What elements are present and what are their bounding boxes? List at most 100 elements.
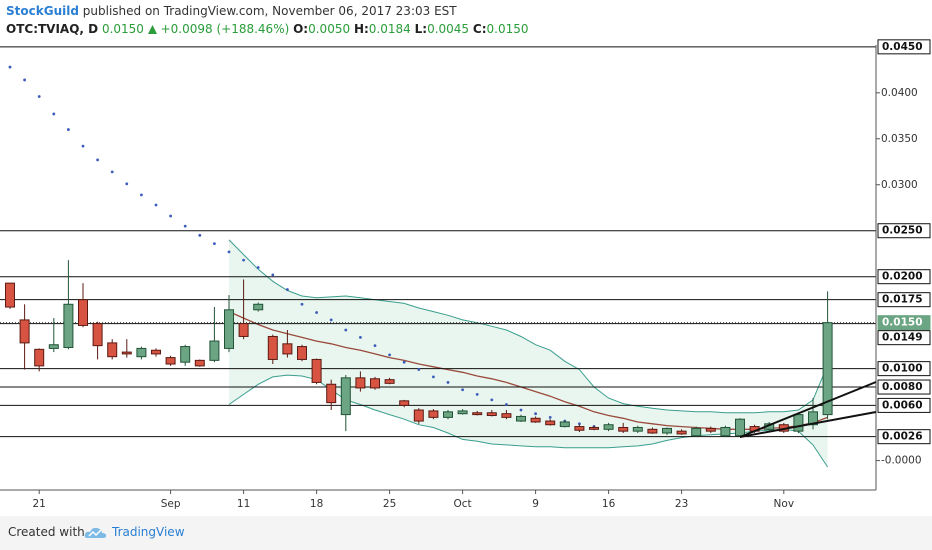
sar-dot (475, 392, 479, 396)
candle-body (297, 346, 307, 360)
candle-body (735, 418, 745, 437)
candle-body (443, 411, 453, 418)
sar-dot (505, 403, 508, 406)
price-label-box (877, 429, 931, 445)
sar-dot (490, 398, 494, 402)
x-tick-label: 23 (675, 498, 688, 510)
sar-dot (300, 302, 304, 306)
candle-body (486, 412, 497, 417)
candle-body (428, 410, 439, 418)
ohlc-value: 0.0184 (368, 22, 411, 36)
sar-dot (432, 375, 435, 379)
candle-body (413, 409, 424, 422)
candle-body (705, 427, 716, 432)
candle-body (501, 413, 512, 418)
x-tick-label: Sep (161, 498, 181, 510)
change: +0.0098 (+188.46%) (160, 22, 290, 36)
ohlc-label: O: (293, 22, 309, 36)
sar-dot (359, 335, 362, 339)
sar-dot (67, 128, 70, 131)
y-tick-label: 0.0400 (881, 87, 918, 99)
candle-body (559, 421, 570, 428)
sar-dot (446, 381, 450, 384)
sar-dot (373, 344, 377, 348)
candle-body (165, 357, 176, 365)
price-label-box (877, 315, 931, 331)
candle-body (720, 426, 731, 437)
candle-body (238, 323, 249, 337)
price-label-box (877, 223, 931, 239)
candle-body (603, 424, 614, 430)
candle-body (224, 309, 234, 349)
candle-body (19, 319, 30, 344)
publisher[interactable]: StockGuild (6, 4, 79, 18)
sar-dot (256, 266, 260, 269)
price-label-box (877, 397, 931, 413)
sar-dot (96, 158, 99, 162)
candle-body (121, 351, 132, 355)
ohlc-value: 0.0045 (427, 22, 470, 36)
price-label: 0.0100 (882, 363, 923, 375)
candle-body (355, 377, 366, 389)
candle-body (691, 427, 702, 437)
ohlc-value: 0.0050 (308, 22, 351, 36)
candle-body (822, 322, 833, 416)
footer: Created with TradingView (0, 516, 932, 550)
y-tick-label: 0.0300 (881, 179, 918, 191)
price-label-box (877, 361, 931, 377)
sar-dot (548, 415, 552, 419)
candle-body (574, 426, 585, 431)
sar-dot (227, 250, 231, 254)
candle-body (589, 426, 599, 430)
sar-dot (52, 112, 56, 116)
candle-body (676, 430, 687, 435)
sar-dot (286, 288, 289, 291)
sar-dot (344, 328, 348, 332)
candle-body (107, 342, 118, 358)
price-label-box (877, 39, 931, 55)
candle-body (48, 344, 59, 349)
candle-body (399, 400, 410, 406)
candle-body (151, 349, 161, 355)
sar-dot (519, 408, 523, 412)
price-label-box (877, 379, 931, 395)
trend-line (739, 411, 877, 438)
sar-dot (154, 203, 158, 207)
candle-body (793, 414, 804, 432)
sar-dot (242, 258, 246, 262)
tradingview-brand[interactable]: TradingView (112, 525, 185, 539)
up-arrow (147, 25, 157, 34)
candle-body (516, 415, 526, 422)
price-label: 0.0250 (882, 225, 923, 237)
candle-body (662, 427, 672, 434)
sar-dot (534, 412, 537, 416)
sar-dot (37, 95, 41, 98)
candle-body (78, 299, 88, 326)
y-tick-label: -0.0000 (881, 455, 922, 467)
candle-body (267, 335, 278, 360)
candle-body (340, 377, 351, 416)
sar-dot (271, 273, 275, 277)
candle-body (282, 343, 293, 355)
price-label: 0.0149 (882, 332, 923, 344)
candle-body (472, 412, 483, 416)
candle-body (545, 420, 556, 426)
sar-dot (125, 182, 129, 186)
sar-dot (461, 388, 464, 392)
price-label-box (877, 330, 931, 346)
price-label: 0.0450 (882, 41, 923, 53)
candle-body (311, 358, 322, 383)
candle-body (180, 346, 191, 363)
sar-dot (578, 422, 581, 426)
sar-dot (315, 311, 318, 314)
sar-dot (329, 318, 333, 322)
candle-body (34, 348, 45, 367)
candle-body (253, 303, 264, 311)
symbol: OTC:TVIAQ, D (6, 22, 99, 36)
x-tick-label: Oct (454, 498, 472, 510)
price-label: 0.0175 (882, 294, 923, 306)
price-label-box (877, 292, 931, 308)
sar-dot (388, 353, 391, 357)
candle-body (326, 383, 337, 404)
y-tick-label: 0.0350 (881, 133, 918, 145)
